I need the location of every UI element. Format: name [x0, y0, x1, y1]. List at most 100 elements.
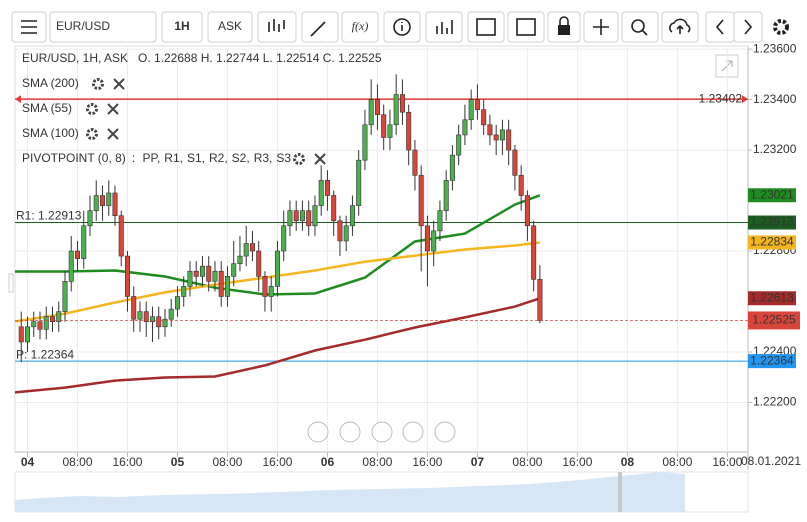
candle-body [406, 111, 412, 151]
news-button[interactable] [507, 11, 545, 43]
candle-body [431, 230, 437, 252]
candle-body [249, 243, 255, 252]
lock-icon [558, 25, 570, 35]
calendar-button[interactable] [467, 11, 505, 43]
pivot-legend-item: R2, [209, 151, 228, 165]
volume-button[interactable] [425, 11, 463, 43]
candle-body [174, 296, 180, 310]
remove-icon[interactable] [113, 78, 125, 90]
candle-body [312, 205, 318, 227]
nav-reset[interactable] [371, 421, 393, 443]
candle-body [118, 215, 124, 257]
price-box-label: 1.22913 [750, 215, 794, 229]
candle-body [181, 286, 187, 297]
y-tick-label: 1.23200 [753, 142, 797, 156]
next-button[interactable] [733, 11, 763, 43]
price-side-button[interactable] [207, 11, 253, 43]
candle-body [462, 119, 468, 136]
settings-icon[interactable] [86, 128, 98, 140]
current-price-box [748, 311, 800, 330]
chart-type-button[interactable] [257, 11, 297, 43]
settings-icon[interactable] [86, 103, 98, 115]
x-tick-label: 07 [471, 455, 485, 469]
sma-price-box [748, 188, 796, 203]
candle-body [131, 296, 137, 320]
pivot-legend-item: : [132, 151, 139, 165]
candle-body [412, 149, 418, 176]
x-tick-label: 08 [621, 455, 635, 469]
nav-zoom-in[interactable] [402, 421, 424, 443]
candle-body [262, 275, 268, 297]
resize-handle[interactable] [8, 273, 14, 293]
candle-body [293, 210, 299, 222]
prev-button[interactable] [705, 11, 735, 43]
settings-icon[interactable] [92, 78, 104, 90]
x-tick-label: 08:00 [662, 455, 692, 469]
candle-body [256, 250, 262, 277]
level-value-label: 1.23402 [699, 91, 743, 105]
candle-body [443, 180, 449, 211]
candle-body [518, 175, 524, 196]
symbol-input[interactable] [49, 11, 157, 43]
nav-zoom-out[interactable] [339, 421, 361, 443]
candle-body [24, 326, 30, 343]
candle-body [387, 124, 393, 138]
nav-back[interactable] [307, 421, 329, 443]
candle-body [424, 225, 430, 252]
candle-body [143, 311, 149, 323]
candle-body [168, 308, 174, 320]
candle-body [237, 255, 243, 264]
nav-forward[interactable] [434, 421, 456, 443]
price-box [748, 354, 796, 369]
remove-icon[interactable] [107, 103, 119, 115]
candle-body [206, 265, 212, 282]
candle-body [437, 210, 443, 232]
sma-price-box [748, 291, 796, 306]
candle-body [231, 263, 237, 277]
candle-body [193, 270, 199, 277]
settings-icon[interactable] [293, 153, 306, 165]
level-label: P: 1.22364 [16, 347, 74, 361]
x-tick-label: 08:00 [512, 455, 542, 469]
legend-entry: SMA (55) [22, 101, 72, 115]
candle-body [524, 195, 530, 227]
sma-price-box [748, 235, 796, 250]
remove-icon[interactable] [314, 153, 326, 165]
candle-body [306, 210, 312, 227]
timeframe-button[interactable] [161, 11, 203, 43]
candle-body [93, 195, 99, 211]
candle-body [287, 210, 293, 227]
volume-icon [436, 20, 453, 34]
candle-body [81, 225, 87, 259]
candle-body [137, 311, 143, 320]
candle-body [112, 192, 118, 217]
legend-entry: SMA (100) [22, 126, 79, 140]
price-box [748, 215, 796, 230]
navigator-handle[interactable] [618, 472, 622, 512]
legend: SMA (200) SMA (55) SMA (100) PIVOTPOINT (0,… [22, 76, 326, 165]
ohlc-readout: O. 1.22688 H. 1.22744 L. 1.22514 C. 1.22… [138, 51, 382, 65]
candle-body [299, 210, 305, 222]
zoom-handle [641, 29, 648, 36]
info-icon [393, 18, 411, 36]
y-tick-label: 1.22200 [753, 395, 797, 409]
candle-body [474, 99, 480, 110]
navigation [307, 421, 456, 443]
crosshair-icon [593, 19, 609, 35]
current-price-label: 1.22525 [752, 313, 796, 327]
prev-icon [715, 19, 724, 35]
zoom-button[interactable] [621, 11, 659, 43]
sma-price-box-label: 1.22613 [750, 290, 794, 304]
remove-icon[interactable] [107, 128, 119, 140]
candle-body [393, 94, 399, 126]
date-label: 08.01.2021 [741, 454, 801, 468]
level-label: R1: 1.22913 [16, 209, 82, 223]
x-tick-label: 16:00 [712, 455, 742, 469]
candle-body [506, 129, 512, 151]
chart-title: EUR/USD, 1H, ASK [22, 51, 128, 65]
toolbar: EUR/USD 1H ASK f(x) [11, 11, 789, 43]
indicator-button[interactable] [341, 11, 379, 43]
candle-body [162, 318, 168, 328]
settings-button[interactable] [773, 19, 789, 35]
lock-shackle [559, 16, 569, 25]
